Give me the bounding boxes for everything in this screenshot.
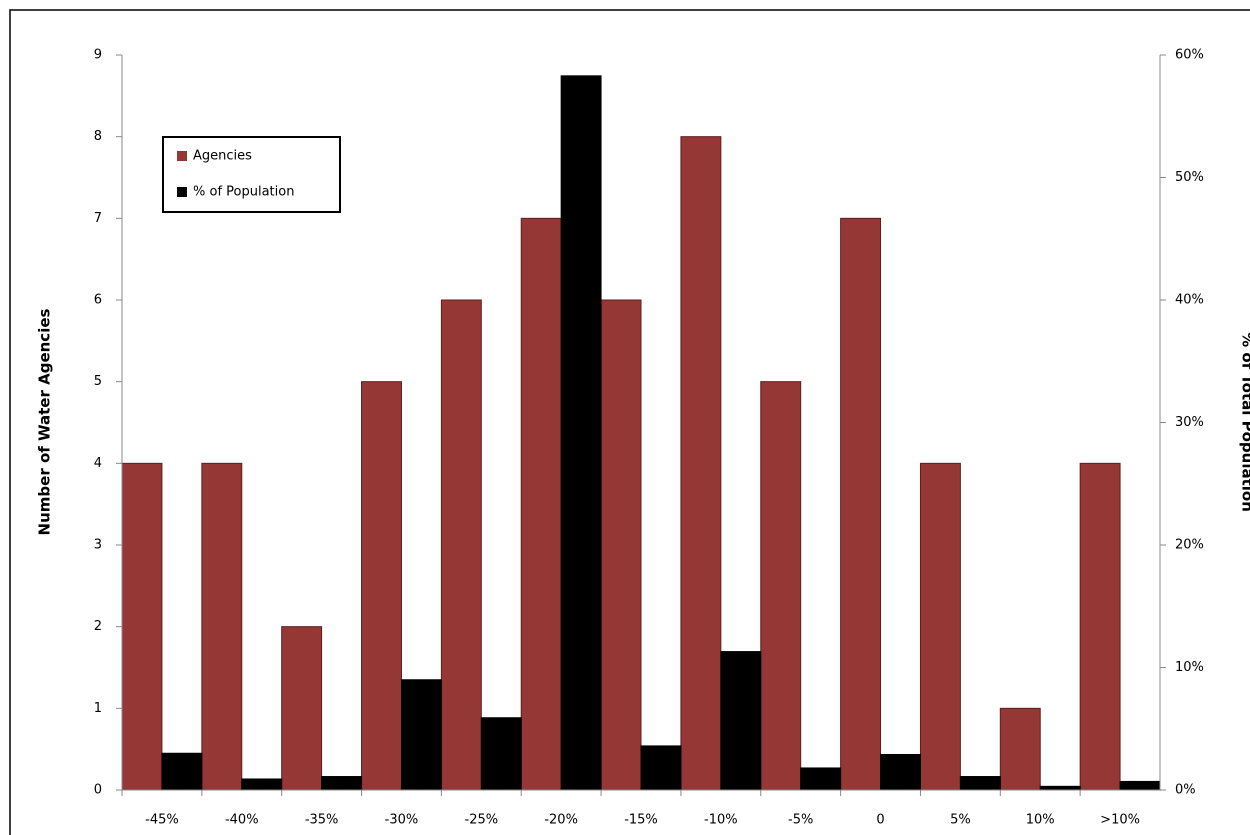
x-tick-label: -25% (465, 813, 499, 828)
bar (800, 767, 842, 791)
y-tick-label: 2 (94, 619, 102, 634)
legend-swatch (177, 151, 187, 161)
y2-axis-title: % of Total Population (1239, 332, 1250, 512)
x-tick-label: -40% (225, 813, 259, 828)
bar (999, 707, 1041, 791)
x-tick-label: -5% (788, 813, 813, 828)
y-tick-label: 0 (94, 783, 102, 798)
bar (640, 745, 682, 791)
bar (1079, 462, 1121, 791)
bar (361, 381, 402, 791)
y2-tick-label: 40% (1175, 293, 1204, 308)
y2-tick-label: 30% (1175, 415, 1204, 430)
x-tick-label: 10% (1026, 813, 1055, 828)
bar (560, 75, 602, 791)
y-tick-label: 4 (94, 456, 102, 471)
bar (959, 776, 1001, 791)
bar (600, 299, 642, 791)
y-tick-label: 9 (94, 48, 102, 63)
x-tick-label: -35% (305, 813, 339, 828)
bar (480, 717, 522, 791)
legend-label: Agencies (193, 149, 252, 164)
y2-tick-label: 50% (1175, 170, 1204, 185)
bar (321, 776, 363, 791)
y2-tick-label: 20% (1175, 538, 1204, 553)
x-tick-label: -45% (145, 813, 179, 828)
legend-label: % of Population (193, 185, 294, 200)
bar (760, 381, 802, 791)
bar (1039, 785, 1081, 791)
x-tick-label: -20% (544, 813, 578, 828)
bar (121, 462, 163, 791)
y-tick-label: 6 (94, 293, 102, 308)
y-tick-label: 1 (94, 701, 102, 716)
x-tick-label: -10% (704, 813, 738, 828)
bar (680, 136, 722, 791)
bar (281, 626, 323, 791)
y2-tick-label: 60% (1175, 48, 1204, 63)
legend-box (162, 136, 341, 213)
bar (880, 753, 921, 791)
y2-tick-label: 0% (1175, 783, 1196, 798)
x-tick-label: >10% (1100, 813, 1140, 828)
x-tick-label: 0 (876, 813, 884, 828)
bar (161, 752, 203, 791)
y-tick-label: 5 (94, 374, 102, 389)
bar (840, 217, 882, 791)
bar (720, 651, 762, 791)
bar (520, 217, 562, 791)
y-tick-label: 7 (94, 211, 102, 226)
bar (919, 462, 961, 791)
legend-swatch (177, 187, 187, 197)
bar (241, 778, 283, 791)
x-tick-label: -30% (385, 813, 419, 828)
y-axis-title: Number of Water Agencies (36, 308, 54, 535)
x-tick-label: -15% (624, 813, 658, 828)
bar (201, 462, 243, 791)
chart-frame (9, 9, 1250, 835)
bar (400, 679, 442, 791)
y-tick-label: 8 (94, 129, 102, 144)
bar (1119, 780, 1161, 791)
y-tick-label: 3 (94, 538, 102, 553)
y2-tick-label: 10% (1175, 660, 1204, 675)
x-tick-label: 5% (950, 813, 971, 828)
bar (440, 299, 482, 791)
